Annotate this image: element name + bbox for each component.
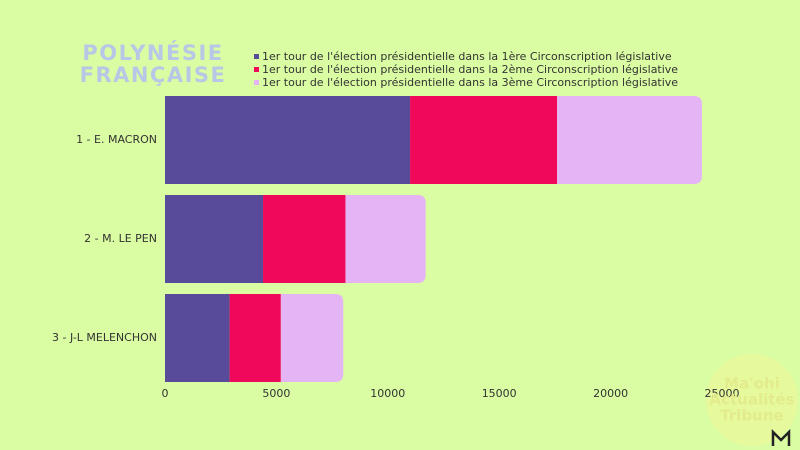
y-tick-label: 1 - E. MACRON — [76, 133, 157, 146]
x-tick-label: 10000 — [370, 387, 405, 400]
legend-swatch — [254, 67, 259, 72]
bar-segment — [165, 96, 411, 184]
x-tick-label: 0 — [162, 387, 169, 400]
x-tick-label: 20000 — [593, 387, 628, 400]
bar-segment — [557, 96, 702, 184]
watermark-text: Tribune — [720, 407, 783, 425]
legend-swatch — [254, 80, 259, 85]
watermark-text: Ma'ohi — [724, 375, 780, 393]
chart-title: POLYNÉSIE FRANÇAISE — [79, 41, 227, 87]
bar-segment — [165, 294, 230, 382]
watermark-text: Actualités — [709, 391, 794, 409]
bar-segment — [229, 294, 281, 382]
legend-label: 1er tour de l'élection présidentielle da… — [262, 63, 678, 76]
legend-label: 1er tour de l'élection présidentielle da… — [262, 50, 672, 63]
y-tick-label: 2 - M. LE PEN — [84, 232, 157, 245]
x-tick-label: 5000 — [262, 387, 290, 400]
x-tick-label: 15000 — [482, 387, 517, 400]
watermark-badge — [706, 354, 798, 446]
x-tick-label: 25000 — [705, 387, 740, 400]
bar-segment — [165, 195, 264, 283]
legend-swatch — [254, 54, 259, 59]
bar-segment — [263, 195, 346, 283]
y-tick-label: 3 - J-L MELENCHON — [52, 331, 157, 344]
legend-label: 1er tour de l'élection présidentielle da… — [262, 76, 678, 89]
bar-segment — [410, 96, 558, 184]
bar-segment — [280, 294, 344, 382]
logo — [771, 428, 791, 446]
bar-segment — [345, 195, 426, 283]
